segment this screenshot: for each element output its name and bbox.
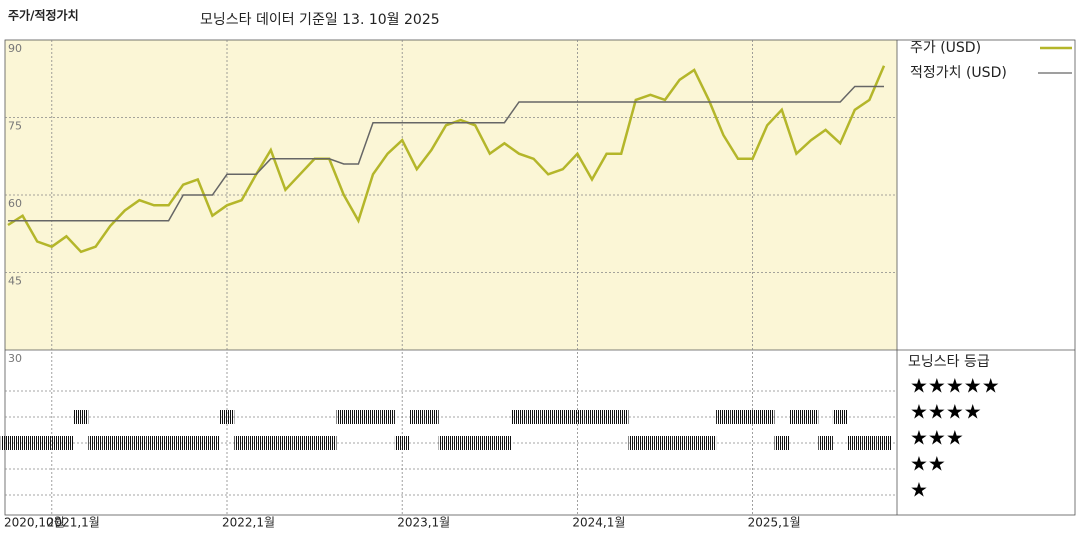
rating-bar: [263, 436, 279, 450]
rating-bar: [570, 410, 585, 424]
rating-level-label: ★★: [910, 452, 946, 476]
rating-bar: [847, 436, 863, 450]
rating-bar: [643, 436, 658, 450]
rating-bar: [15, 436, 30, 450]
x-tick-label: 2025,1월: [748, 516, 801, 530]
rating-level-label: ★★★★★: [910, 374, 1000, 398]
rating-bar: [336, 410, 352, 424]
rating-bar: [278, 436, 293, 450]
x-tick-label: 2022,1월: [222, 516, 275, 530]
rating-bar: [774, 436, 790, 450]
rating-level-label: ★★★: [910, 426, 964, 450]
rating-level-label: ★★★★: [910, 400, 982, 424]
chart-title: 주가/적정가치: [8, 8, 79, 23]
x-tick-label: 2021,1월: [47, 516, 100, 530]
rating-bar: [701, 436, 717, 450]
y-tick-label: 75: [8, 120, 22, 133]
rating-bar: [803, 410, 819, 424]
rating-bar: [132, 436, 147, 450]
frame: [4, 39, 1076, 516]
rating-bar: [88, 436, 103, 450]
legend-label: 적정가치 (USD): [910, 65, 1007, 81]
rating-bar: [205, 436, 220, 450]
rating-bar: [102, 436, 118, 450]
rating-bar: [394, 436, 410, 450]
y-tick-label: 30: [8, 352, 22, 365]
rating-bar: [832, 410, 848, 424]
rating-bar: [745, 410, 760, 424]
rating-bar: [380, 410, 395, 424]
rating-bar: [29, 436, 45, 450]
series-line: [7, 65, 886, 254]
rating-bar: [146, 436, 162, 450]
rating-bar: [175, 436, 191, 450]
rating-bar: [365, 410, 381, 424]
rating-bar: [321, 436, 337, 450]
rating-bar: [248, 436, 264, 450]
rating-bar: [526, 410, 541, 424]
rating-bar: [73, 410, 89, 424]
rating-bar: [657, 436, 673, 450]
rating-bar: [438, 436, 454, 450]
rating-bar: [716, 410, 731, 424]
rating-bar: [424, 410, 439, 424]
rating-title: 모닝스타 등급: [908, 354, 990, 370]
rating-bar: [862, 436, 877, 450]
rating-bar: [818, 436, 833, 450]
rating-bar: [876, 436, 892, 450]
rating-bar: [292, 436, 308, 450]
rating-bar: [409, 410, 425, 424]
y-tick-label: 45: [8, 275, 22, 288]
x-tick-label: 2023,1월: [397, 516, 450, 530]
y-tick-label: 60: [8, 197, 22, 210]
rating-bar: [467, 436, 483, 450]
rating-bar: [59, 436, 74, 450]
rating-bar: [0, 436, 16, 450]
rating-level-label: ★: [910, 478, 928, 502]
rating-bar: [161, 436, 176, 450]
rating-bar: [190, 436, 206, 450]
rating-bar: [599, 410, 614, 424]
rating-bar: [672, 436, 687, 450]
rating-bar: [482, 436, 498, 450]
rating-bar: [613, 410, 629, 424]
rating-bar: [234, 436, 249, 450]
legend-label: 주가 (USD): [910, 40, 981, 56]
rating-bar: [307, 436, 322, 450]
rating-bar: [351, 410, 366, 424]
series-line: [8, 85, 884, 222]
x-tick-label: 2024,1월: [572, 516, 625, 530]
rating-bar: [555, 410, 571, 424]
rating-bar: [628, 436, 644, 450]
rating-bar: [497, 436, 512, 450]
rating-bar: [44, 436, 60, 450]
rating-bar: [686, 436, 702, 450]
rating-bar: [219, 410, 235, 424]
rating-bar: [789, 410, 804, 424]
rating-bar: [453, 436, 468, 450]
rating-bar: [759, 410, 775, 424]
rating-bar: [511, 410, 527, 424]
rating-bar: [540, 410, 556, 424]
chart-subtitle: 모닝스타 데이터 기준일 13. 10월 2025: [200, 12, 440, 28]
rating-bar: [730, 410, 746, 424]
rating-bar: [584, 410, 600, 424]
x-tick-label: 2020,10월: [4, 516, 65, 530]
y-tick-label: 90: [8, 42, 22, 55]
rating-bar: [117, 436, 133, 450]
